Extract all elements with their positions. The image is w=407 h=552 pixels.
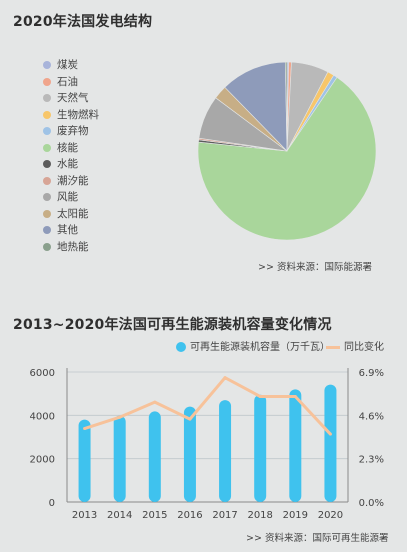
bar-chart-title: 2013~2020年法国可再生能源装机容量变化情况 (13, 317, 332, 333)
bar-legend-label: 可再生能源装机容量（万千瓦） (190, 342, 330, 353)
x-tick-label: 2017 (212, 510, 237, 521)
pie-legend-swatch (43, 94, 51, 102)
pie-legend-swatch (43, 110, 51, 119)
pie-slice (197, 76, 377, 241)
line-point (293, 394, 297, 398)
pie-legend-label: 生物燃料 (57, 108, 99, 121)
bar (78, 419, 91, 502)
pie-legend-swatch (43, 209, 51, 218)
x-tick-label: 2018 (247, 510, 272, 521)
pie-legend: 煤炭石油天然气生物燃料废弃物核能水能潮汐能风能太阳能其他地热能 (43, 57, 99, 255)
pie-legend-item: 风能 (43, 189, 99, 206)
pie-source: >> 资料来源：国际能源署 (258, 262, 372, 273)
x-tick-label: 2016 (177, 510, 202, 521)
pie-legend-label: 地热能 (57, 240, 89, 253)
pie-legend-label: 废弃物 (57, 125, 89, 137)
bar (254, 394, 267, 502)
line-point (258, 394, 262, 398)
pie-legend-swatch (43, 160, 51, 168)
pie-legend-item: 其他 (43, 222, 99, 239)
bar (148, 411, 161, 502)
pie-legend-label: 核能 (57, 141, 78, 154)
change-line (84, 376, 332, 436)
pie-legend-swatch (43, 61, 51, 69)
pie-legend-swatch (43, 193, 51, 201)
y-right-tick-label: 6.9% (359, 368, 384, 379)
pie-slice (224, 61, 288, 152)
bar (113, 415, 126, 502)
pie-legend-item: 天然气 (43, 90, 99, 107)
pie-legend-item: 石油 (43, 74, 99, 91)
line-point (83, 427, 87, 431)
pie-legend-swatch (43, 127, 51, 135)
pie-legend-item: 核能 (43, 140, 99, 157)
bar-source: >> 资料来源：国际可再生能源署 (246, 533, 389, 544)
line-point (328, 432, 332, 436)
bar (183, 406, 196, 502)
line-point (188, 417, 192, 421)
pie-legend-label: 石油 (57, 75, 78, 88)
pie-legend-swatch (43, 242, 51, 251)
x-tick-label: 2020 (318, 510, 343, 521)
pie-legend-swatch (43, 143, 51, 152)
y-left-tick-label: 4000 (30, 411, 55, 422)
pie-legend-item: 生物燃料 (43, 107, 99, 124)
y-left-tick-label: 0 (49, 498, 55, 509)
pie-legend-item: 水能 (43, 156, 99, 173)
pie-legend-label: 其他 (57, 224, 78, 236)
line-legend-label: 同比变化 (344, 342, 384, 353)
pie-legend-label: 潮汐能 (57, 174, 89, 187)
line-legend-marker (326, 345, 340, 349)
line-point (153, 400, 157, 404)
pie-chart-title: 2020年法国发电结构 (13, 14, 153, 30)
y-right-tick-label: 4.6% (359, 411, 384, 422)
y-left-tick-label: 2000 (30, 455, 55, 466)
pie-legend-label: 天然气 (57, 92, 89, 104)
line-point (118, 415, 122, 419)
y-right-tick-label: 0.0% (359, 498, 384, 509)
pie-legend-item: 太阳能 (43, 206, 99, 223)
bar (219, 400, 232, 502)
line-legend-item: 同比变化 (326, 338, 384, 353)
bar-legend-marker (176, 342, 186, 352)
pie-legend-label: 水能 (57, 158, 78, 170)
pie-legend-label: 太阳能 (57, 207, 89, 220)
x-tick-label: 2013 (72, 510, 97, 521)
bar (324, 384, 337, 502)
pie-legend-item: 煤炭 (43, 57, 99, 74)
pie-legend-item: 废弃物 (43, 123, 99, 140)
bar (289, 389, 302, 502)
x-tick-label: 2014 (107, 510, 132, 521)
pie-legend-label: 风能 (57, 191, 78, 203)
x-tick-label: 2015 (142, 510, 167, 521)
pie-legend-label: 煤炭 (57, 59, 78, 71)
bar-legend-item: 可再生能源装机容量（万千瓦） (176, 338, 330, 353)
line-point (223, 376, 227, 380)
pie-legend-swatch (43, 226, 51, 234)
x-tick-label: 2019 (283, 510, 308, 521)
y-right-tick-label: 2.3% (359, 455, 384, 466)
pie-legend-swatch (43, 176, 51, 185)
pie-legend-item: 地热能 (43, 239, 99, 256)
pie-legend-item: 潮汐能 (43, 173, 99, 190)
pie-slice (285, 61, 288, 152)
y-left-tick-label: 6000 (30, 368, 55, 379)
pie-legend-swatch (43, 77, 51, 86)
